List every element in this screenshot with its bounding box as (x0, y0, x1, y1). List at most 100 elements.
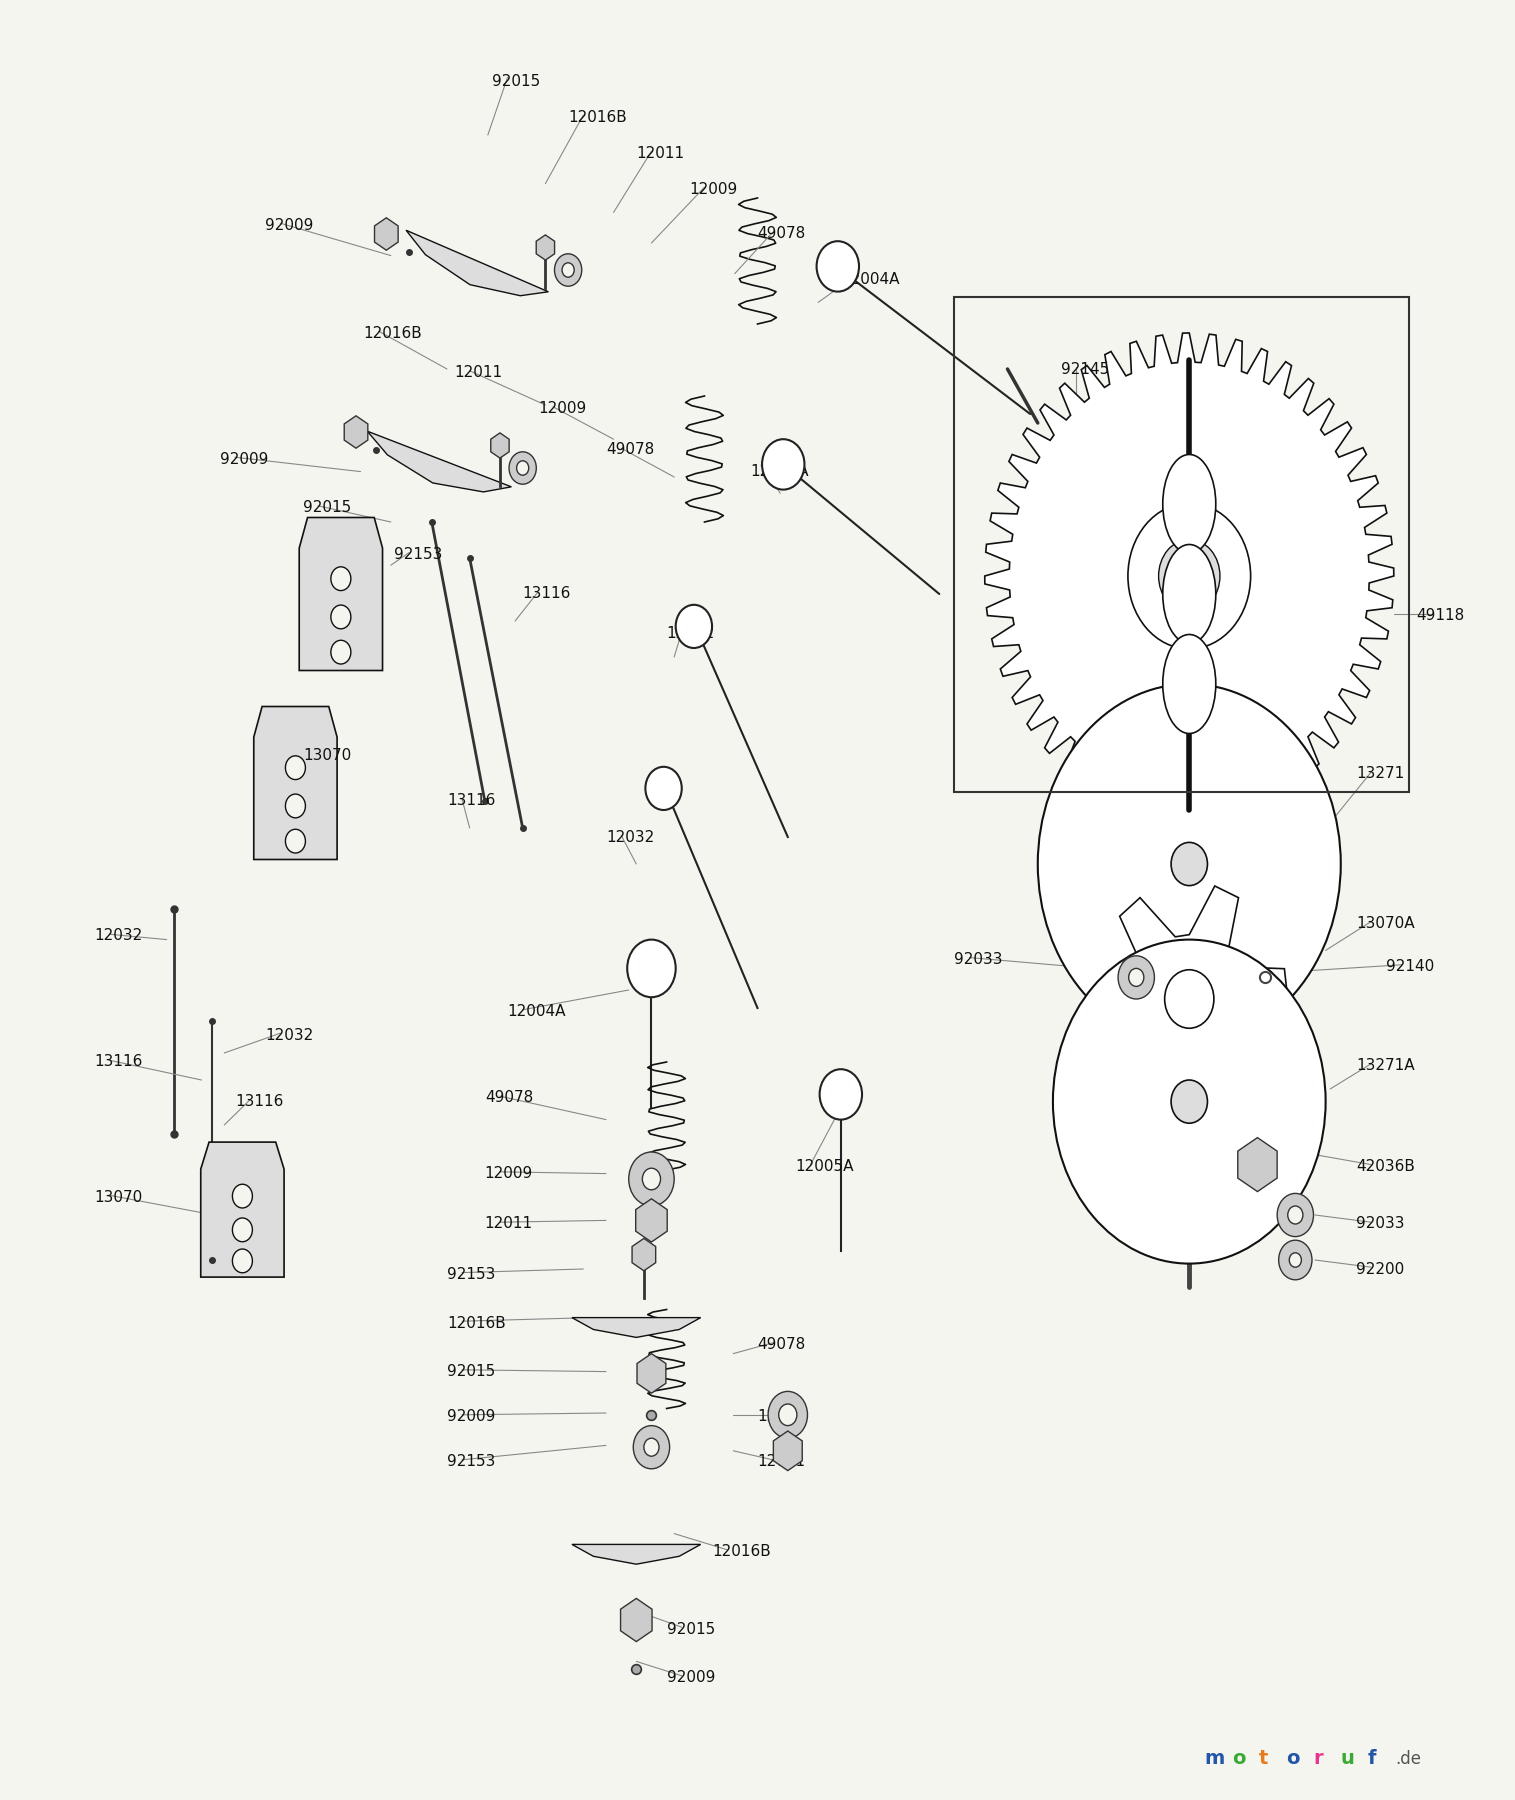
Text: r: r (1314, 1750, 1323, 1768)
Text: 12011: 12011 (485, 1217, 533, 1231)
Circle shape (1118, 956, 1154, 999)
Circle shape (817, 241, 859, 292)
Circle shape (1277, 1193, 1314, 1237)
Polygon shape (632, 1238, 656, 1271)
Text: 12011: 12011 (758, 1454, 806, 1469)
Polygon shape (491, 434, 509, 459)
Circle shape (1129, 968, 1144, 986)
Circle shape (1279, 1240, 1312, 1280)
Polygon shape (255, 707, 336, 860)
Text: 12011: 12011 (636, 146, 685, 160)
Text: 12032: 12032 (265, 1028, 314, 1042)
Text: 12032: 12032 (667, 626, 715, 641)
Circle shape (330, 641, 351, 664)
Text: 12016B: 12016B (364, 326, 423, 340)
Text: o: o (1232, 1750, 1245, 1768)
Polygon shape (367, 432, 512, 491)
Circle shape (645, 767, 682, 810)
Ellipse shape (1164, 635, 1217, 734)
Text: 13116: 13116 (235, 1094, 283, 1109)
Circle shape (330, 567, 351, 590)
Text: 13271A: 13271A (1356, 1058, 1415, 1073)
Text: 92015: 92015 (667, 1622, 715, 1636)
Text: 92033: 92033 (954, 952, 1003, 967)
Circle shape (1288, 1206, 1303, 1224)
Text: 13070A: 13070A (1356, 916, 1415, 931)
Circle shape (232, 1184, 253, 1208)
Circle shape (642, 1168, 661, 1190)
Text: 49078: 49078 (758, 1337, 806, 1352)
Circle shape (762, 439, 804, 490)
Text: 13116: 13116 (447, 794, 495, 808)
Circle shape (627, 940, 676, 997)
Bar (954, 297, 1409, 792)
Text: 92015: 92015 (303, 500, 351, 515)
Circle shape (1038, 684, 1341, 1044)
Circle shape (820, 1069, 862, 1120)
Text: 92009: 92009 (220, 452, 268, 466)
Text: 12009: 12009 (689, 182, 738, 196)
Polygon shape (573, 1544, 700, 1564)
Polygon shape (344, 416, 368, 448)
Circle shape (1127, 502, 1251, 650)
Circle shape (633, 1426, 670, 1469)
Text: 49118: 49118 (1417, 608, 1465, 623)
Circle shape (554, 254, 582, 286)
Text: 12004A: 12004A (508, 1004, 567, 1019)
Polygon shape (1091, 886, 1288, 1112)
Text: 13116: 13116 (94, 1055, 142, 1069)
Circle shape (232, 1249, 253, 1273)
Polygon shape (985, 333, 1394, 819)
Text: 13271: 13271 (1356, 767, 1404, 781)
Circle shape (676, 605, 712, 648)
Polygon shape (300, 518, 382, 671)
Circle shape (285, 794, 306, 817)
Circle shape (562, 263, 574, 277)
Text: 12016B: 12016B (447, 1316, 506, 1330)
Text: u: u (1341, 1750, 1354, 1768)
Text: 12005A: 12005A (750, 464, 809, 479)
Circle shape (232, 1219, 253, 1242)
Polygon shape (573, 1318, 700, 1337)
Text: m: m (1204, 1750, 1224, 1768)
Polygon shape (536, 236, 554, 261)
Text: f: f (1368, 1750, 1377, 1768)
Polygon shape (636, 1354, 667, 1393)
Text: 92145: 92145 (1060, 362, 1109, 376)
Ellipse shape (1164, 454, 1217, 554)
Circle shape (285, 756, 306, 779)
Ellipse shape (1164, 544, 1217, 644)
Text: 12016B: 12016B (712, 1544, 771, 1559)
Polygon shape (621, 1598, 651, 1642)
Text: 92009: 92009 (667, 1670, 715, 1685)
Circle shape (1171, 1080, 1207, 1123)
Text: 12032: 12032 (94, 929, 142, 943)
Circle shape (768, 1391, 807, 1438)
Circle shape (1053, 940, 1326, 1264)
Text: 92140: 92140 (1386, 959, 1435, 974)
Text: 92015: 92015 (492, 74, 541, 88)
Circle shape (1289, 1253, 1301, 1267)
Text: 92033: 92033 (1356, 1217, 1404, 1231)
Text: 49078: 49078 (485, 1091, 533, 1105)
Circle shape (1171, 842, 1207, 886)
Text: 12009: 12009 (758, 1409, 806, 1424)
Polygon shape (200, 1143, 285, 1278)
Text: 49078: 49078 (758, 227, 806, 241)
Text: t: t (1259, 1750, 1268, 1768)
Text: 12009: 12009 (485, 1166, 533, 1181)
Text: .de: .de (1395, 1750, 1421, 1768)
Polygon shape (636, 1199, 667, 1242)
Text: 92009: 92009 (447, 1409, 495, 1424)
Text: 92153: 92153 (447, 1267, 495, 1282)
Polygon shape (773, 1431, 803, 1471)
Circle shape (629, 1152, 674, 1206)
Circle shape (509, 452, 536, 484)
Text: o: o (1286, 1750, 1300, 1768)
Circle shape (1165, 970, 1214, 1028)
Text: 92015: 92015 (447, 1364, 495, 1379)
Text: 12011: 12011 (454, 365, 503, 380)
Text: 12016B: 12016B (568, 110, 627, 124)
Text: 92009: 92009 (265, 218, 314, 232)
Text: 12009: 12009 (538, 401, 586, 416)
